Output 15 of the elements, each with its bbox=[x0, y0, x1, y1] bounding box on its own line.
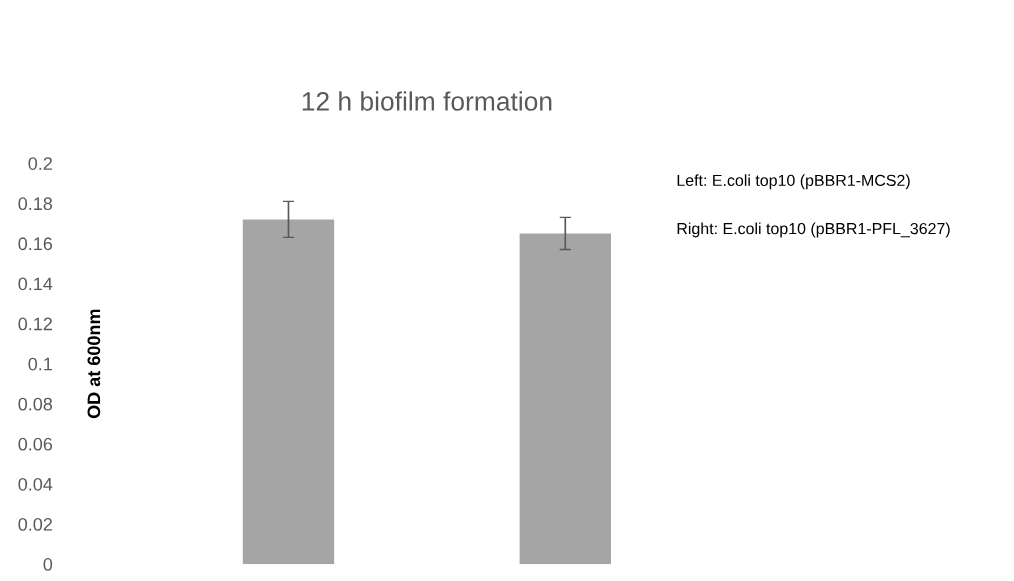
chart-title: 12 h biofilm formation bbox=[302, 91, 552, 111]
y-tick-label: 0 bbox=[43, 558, 53, 571]
y-tick-label: 0.06 bbox=[18, 437, 53, 451]
y-tick-label: 0.14 bbox=[18, 277, 53, 291]
y-tick-label: 0.04 bbox=[18, 477, 53, 491]
y-tick-label: 0.02 bbox=[18, 518, 52, 531]
y-tick-label: 0.16 bbox=[18, 237, 53, 251]
y-tick-label: 0.2 bbox=[28, 157, 52, 170]
y-tick-label: 0.18 bbox=[18, 197, 53, 211]
annotation: Right: E.coli top10 (pBBR1-PFL_3627) bbox=[677, 222, 950, 238]
y-tick-label: 0.08 bbox=[18, 397, 53, 411]
y-tick-label: 0.12 bbox=[18, 317, 52, 331]
y-axis-title: OD at 600nm bbox=[87, 309, 101, 419]
annotation: Left: E.coli top10 (pBBR1-MCS2) bbox=[677, 174, 910, 190]
y-tick-label: 0.1 bbox=[28, 357, 52, 371]
